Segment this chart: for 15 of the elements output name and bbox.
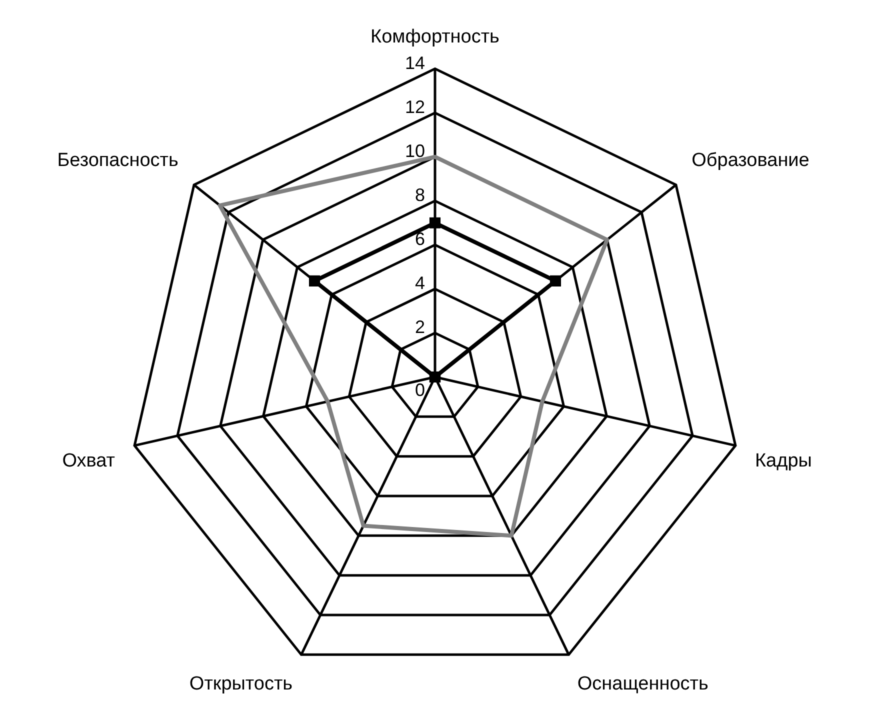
- y-tick-label: 8: [414, 184, 425, 205]
- spoke-label: Открытость: [189, 673, 293, 694]
- spoke-label: Кадры: [754, 450, 812, 472]
- y-tick-label: 12: [404, 96, 425, 117]
- spoke-label: Образование: [692, 150, 810, 172]
- y-tick-label: 2: [414, 316, 425, 337]
- y-tick-label: 4: [414, 272, 425, 293]
- y-tick-label: 0: [414, 380, 425, 400]
- spoke-label: Охват: [62, 450, 116, 472]
- spoke-label: Безопасность: [57, 150, 178, 172]
- y-tick-label: 10: [404, 140, 425, 161]
- spoke-label: Оснащенность: [577, 673, 708, 694]
- y-tick-label: 6: [414, 228, 425, 249]
- y-tick-label: 14: [404, 52, 425, 73]
- spoke-label: Комфортность: [370, 26, 500, 48]
